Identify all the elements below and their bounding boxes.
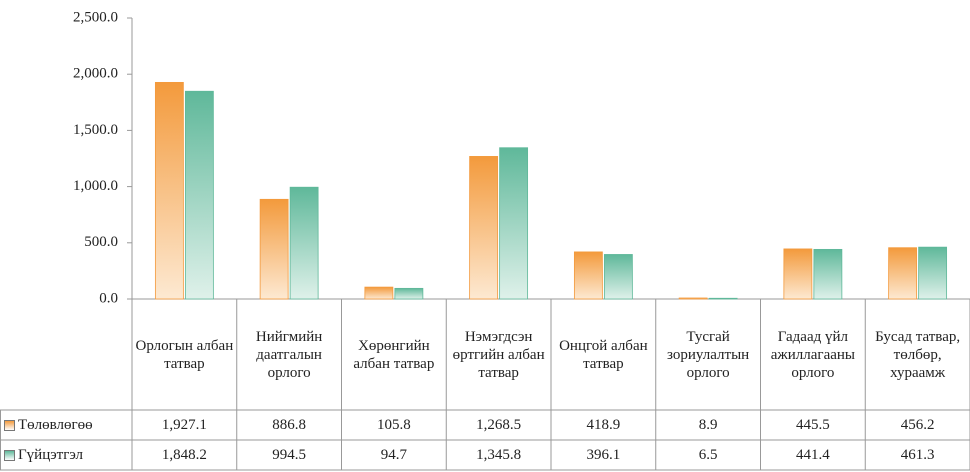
legend-label: Төлөвлөгөө <box>18 417 93 433</box>
bar <box>603 254 633 300</box>
category-label: Хөрөнгийн албан татвар <box>353 338 435 372</box>
bar <box>499 147 529 300</box>
bar <box>918 246 948 300</box>
bar <box>888 247 918 300</box>
category-label: Гадаад үйл ажиллагааны орлого <box>770 329 855 381</box>
category-label: Онцгой албан татвар <box>559 338 648 372</box>
bar <box>154 81 184 300</box>
legend-swatch <box>4 419 15 431</box>
y-tick-label: 0.0 <box>99 290 118 306</box>
bar <box>259 198 289 300</box>
value-label: 418.9 <box>586 417 621 433</box>
value-label: 396.1 <box>586 447 621 463</box>
legend-entry: Төлөвлөгөө <box>0 410 132 440</box>
y-tick-label: 500.0 <box>84 234 118 250</box>
bar <box>813 248 843 300</box>
value-label: 886.8 <box>272 417 306 433</box>
value-label: 1,927.1 <box>161 417 207 433</box>
bar <box>573 251 603 300</box>
y-tick-label: 1,500.0 <box>73 122 118 138</box>
value-label: 456.2 <box>900 417 935 433</box>
category-label: Орлогын албан татвар <box>135 338 234 372</box>
category-label: Нийгмийн даатгалын орлого <box>255 329 323 381</box>
category-label: Бусад татвар, төлбөр, хураамж <box>875 329 961 381</box>
category-label: Нэмэгдсэн өртгийн албан татвар <box>452 329 545 381</box>
bar <box>364 286 394 300</box>
value-label: 445.5 <box>796 417 830 433</box>
value-label: 461.3 <box>900 447 935 463</box>
value-label: 441.4 <box>796 447 830 463</box>
value-label: 994.5 <box>272 447 306 463</box>
value-label: 8.9 <box>698 417 718 433</box>
bar <box>783 248 813 300</box>
value-label: 6.5 <box>698 447 718 463</box>
y-tick-label: 2,500.0 <box>73 9 118 25</box>
value-label: 94.7 <box>380 447 407 463</box>
category-label: Тусгай зориулалтын орлого <box>667 329 750 381</box>
bar <box>469 156 499 300</box>
value-label: 105.8 <box>377 417 411 433</box>
bar <box>184 90 214 300</box>
legend-swatch <box>4 449 15 461</box>
legend-entry: Гүйцэтгэл <box>0 440 132 470</box>
bar <box>289 186 319 300</box>
bar <box>678 297 708 300</box>
bar <box>394 287 424 300</box>
value-label: 1,268.5 <box>476 417 522 433</box>
bar <box>708 297 738 300</box>
value-label: 1,848.2 <box>161 447 207 463</box>
y-tick-label: 1,000.0 <box>73 178 118 194</box>
legend-label: Гүйцэтгэл <box>18 447 84 463</box>
value-label: 1,345.8 <box>476 447 522 463</box>
y-tick-label: 2,000.0 <box>73 66 118 82</box>
